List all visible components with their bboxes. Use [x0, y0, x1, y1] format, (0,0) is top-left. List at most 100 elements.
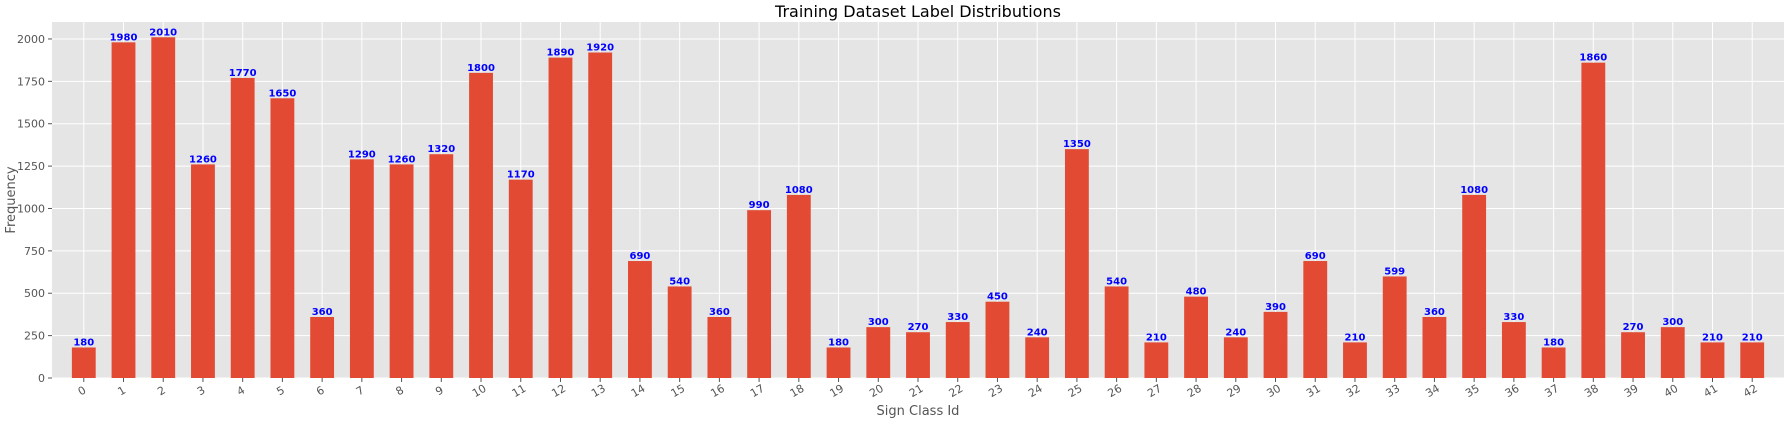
x-tick-label: 32: [1344, 382, 1363, 400]
bar: [1700, 342, 1725, 378]
x-tick-label: 3: [195, 384, 208, 399]
x-tick-label: 6: [314, 384, 327, 399]
bar: [349, 159, 374, 378]
data-label: 300: [1662, 317, 1683, 328]
y-tick-label: 2000: [17, 33, 45, 46]
x-tick-label: 1: [115, 384, 128, 399]
y-tick-label: 500: [24, 287, 45, 300]
data-label: 540: [669, 276, 690, 287]
data-label: 1350: [1063, 139, 1091, 150]
bar: [389, 164, 414, 378]
y-tick-label: 250: [24, 330, 45, 343]
x-tick-label: 10: [470, 382, 489, 400]
bar: [1064, 149, 1089, 378]
x-tick-label: 13: [589, 382, 608, 400]
data-label: 270: [908, 322, 929, 333]
x-tick-label: 27: [1145, 382, 1164, 400]
data-label: 1860: [1579, 53, 1607, 64]
bar: [588, 52, 613, 379]
bar: [747, 210, 772, 378]
data-label: 180: [73, 337, 94, 348]
data-label: 180: [828, 337, 849, 348]
x-tick-label: 24: [1026, 382, 1045, 400]
x-tick-label: 42: [1741, 382, 1760, 400]
x-tick-label: 14: [629, 382, 648, 400]
bar: [1660, 327, 1685, 378]
data-label: 270: [1623, 322, 1644, 333]
x-tick-label: 39: [1622, 382, 1641, 400]
data-label: 599: [1384, 266, 1405, 277]
y-tick-label: 750: [24, 245, 45, 258]
data-label: 330: [1503, 312, 1524, 323]
x-tick-label: 16: [708, 382, 727, 400]
bar: [548, 57, 573, 378]
data-label: 210: [1702, 332, 1723, 343]
bar: [628, 261, 652, 378]
x-tick-label: 29: [1225, 382, 1244, 400]
bar: [906, 332, 930, 378]
data-label: 1260: [388, 154, 416, 165]
x-tick-label: 9: [433, 384, 446, 399]
data-label: 2010: [149, 27, 177, 38]
bar: [191, 164, 215, 378]
x-tick-label: 23: [986, 382, 1005, 400]
data-label: 1770: [229, 68, 257, 79]
bar: [667, 286, 692, 378]
x-tick-label: 2: [155, 384, 168, 399]
x-tick-label: 35: [1463, 382, 1482, 400]
data-label: 1980: [110, 32, 138, 43]
bar: [1462, 194, 1487, 378]
data-label: 300: [868, 317, 889, 328]
x-tick-label: 7: [354, 384, 367, 399]
bar: [111, 42, 136, 378]
data-label: 360: [312, 307, 333, 318]
data-label: 240: [1027, 327, 1048, 338]
data-label: 450: [987, 292, 1008, 303]
bar: [1343, 342, 1367, 378]
bar: [1382, 276, 1407, 378]
chart-title: Training Dataset Label Distributions: [774, 2, 1061, 21]
bar: [1263, 311, 1288, 378]
bar: [1501, 322, 1526, 378]
x-tick-label: 40: [1662, 382, 1681, 400]
x-tick-label: 17: [748, 382, 767, 400]
data-label: 210: [1146, 332, 1167, 343]
data-label: 690: [1305, 251, 1326, 262]
data-label: 330: [947, 312, 968, 323]
data-label: 1320: [427, 144, 455, 155]
data-label: 360: [1424, 307, 1445, 318]
x-tick-label: 22: [947, 382, 966, 400]
x-tick-label: 11: [510, 382, 529, 400]
data-labels: 180 1980 2010 1260 1770 1650 360 1290 1260 1320 18…: [73, 27, 1762, 348]
data-label: 1920: [586, 43, 614, 54]
bars: [71, 37, 1765, 379]
x-tick-label: 19: [827, 382, 846, 400]
data-label: 1080: [1460, 185, 1488, 196]
data-label: 1260: [189, 154, 217, 165]
data-label: 360: [709, 307, 730, 318]
x-tick-label: 20: [867, 382, 886, 400]
y-tick-label: 1000: [17, 202, 45, 215]
bar: [310, 316, 335, 378]
bar: [1223, 337, 1248, 378]
bar: [866, 327, 891, 378]
y-axis-title: Frequency: [4, 166, 19, 233]
bar: [1104, 286, 1129, 378]
x-tick-label: 37: [1543, 382, 1562, 400]
x-tick-label: 25: [1066, 382, 1085, 400]
bar: [1422, 316, 1447, 378]
data-label: 240: [1225, 327, 1246, 338]
bar: [1184, 296, 1208, 378]
bar: [1303, 261, 1328, 378]
bar: [1581, 62, 1606, 378]
data-label: 1290: [348, 149, 376, 160]
bar: [1541, 347, 1566, 378]
bar: [985, 301, 1010, 378]
x-tick-label: 0: [76, 384, 89, 399]
x-tick-label: 15: [669, 382, 688, 400]
data-label: 690: [629, 251, 650, 262]
bar: [71, 347, 96, 378]
x-tick-label: 8: [394, 384, 407, 399]
x-tick-label: 33: [1384, 382, 1403, 400]
